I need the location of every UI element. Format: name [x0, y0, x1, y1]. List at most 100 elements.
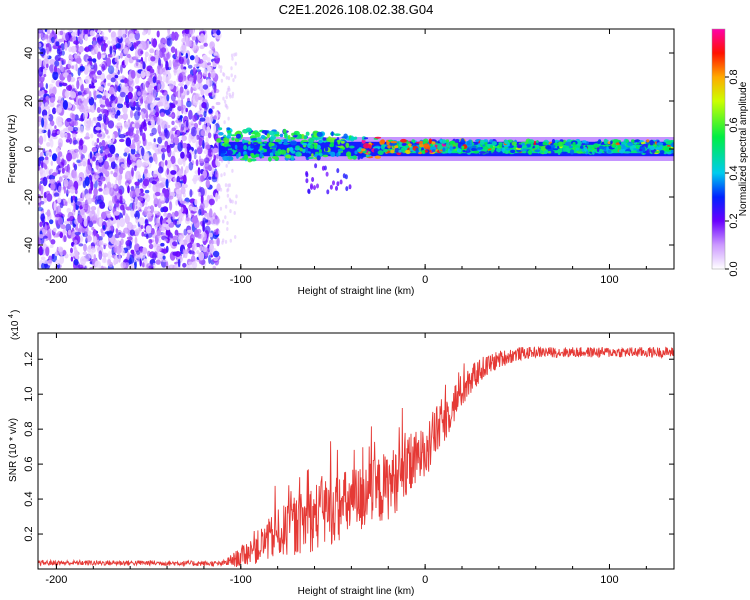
heatmap-cell	[171, 127, 177, 132]
heatmap-cell	[63, 220, 70, 225]
heatmap-cell	[99, 149, 103, 154]
heatmap-cell	[516, 144, 523, 149]
heatmap-cell	[200, 201, 205, 212]
heatmap-cell	[161, 159, 165, 169]
heatmap-cell	[491, 141, 497, 146]
heatmap-cell	[72, 126, 79, 132]
heatmap-cell	[100, 54, 106, 59]
heatmap-cell	[187, 64, 193, 69]
heatmap-cell	[145, 118, 151, 122]
heatmap-cell	[236, 153, 239, 159]
heatmap-cell	[51, 253, 55, 260]
heatmap-cell	[134, 243, 140, 253]
heatmap-cell	[50, 239, 56, 245]
heatmap-cell	[125, 29, 128, 35]
heatmap-cell	[128, 78, 135, 88]
heatmap-cell	[377, 150, 384, 156]
heatmap-cell	[234, 144, 238, 150]
heatmap-cell	[191, 43, 196, 51]
heatmap-cell	[111, 51, 116, 59]
heatmap-cell	[157, 251, 161, 259]
heatmap-cell	[233, 52, 236, 57]
heatmap-cell	[185, 209, 189, 220]
heatmap-cell	[162, 248, 168, 254]
heatmap-cell	[96, 155, 100, 159]
heatmap-cell	[57, 151, 63, 158]
heatmap-cell	[57, 38, 63, 43]
heatmap-cell	[638, 148, 643, 152]
heatmap-cell	[116, 103, 124, 109]
heatmap-cell	[46, 29, 51, 35]
heatmap-cell	[181, 142, 188, 149]
heatmap-cell	[174, 48, 178, 58]
heatmap-cell	[309, 144, 314, 150]
heatmap-cell	[99, 166, 103, 173]
heatmap-cell	[490, 145, 493, 149]
heatmap-cell	[530, 142, 534, 146]
heatmap-cell	[85, 75, 91, 85]
heatmap-cell	[39, 181, 43, 184]
heatmap-cell	[84, 176, 90, 187]
heatmap-cell	[74, 231, 81, 236]
heatmap-cell	[62, 174, 69, 179]
heatmap-cell	[305, 172, 309, 178]
heatmap-cell	[64, 90, 70, 98]
heatmap-cell	[216, 237, 220, 247]
heatmap-cell	[72, 36, 77, 41]
heatmap-cell	[73, 139, 78, 145]
heatmap-cell	[182, 239, 188, 246]
heatmap-cell	[220, 78, 224, 83]
heatmap-cell	[141, 231, 145, 237]
heatmap-cell	[67, 229, 72, 236]
heatmap-cell	[92, 58, 97, 63]
heatmap-cell	[202, 124, 207, 131]
heatmap-cell	[144, 189, 150, 194]
heatmap-cell	[182, 174, 187, 185]
heatmap-cell	[302, 148, 306, 151]
heatmap-cell	[423, 143, 430, 148]
heatmap-cell	[182, 158, 186, 167]
heatmap-cell	[69, 137, 73, 145]
heatmap-cell	[64, 41, 68, 51]
heatmap-cell	[55, 41, 60, 47]
heatmap-cell	[243, 144, 248, 151]
heatmap-cell	[607, 149, 612, 154]
heatmap-cell	[156, 245, 162, 253]
heatmap-cell	[45, 246, 50, 257]
heatmap-cell	[131, 167, 134, 177]
heatmap-cell	[236, 149, 242, 152]
heatmap-cell	[593, 143, 600, 149]
heatmap-cell	[598, 139, 602, 143]
heatmap-cell	[180, 151, 185, 159]
heatmap-cell	[205, 136, 209, 144]
heatmap-cell	[45, 43, 50, 48]
heatmap-cell	[143, 233, 148, 238]
heatmap-cell	[129, 240, 133, 249]
heatmap-cell	[473, 150, 480, 154]
heatmap-cell	[102, 225, 106, 230]
heatmap-cell	[127, 91, 133, 100]
heatmap-cell	[220, 149, 227, 154]
heatmap-cell	[102, 91, 107, 96]
heatmap-cell	[59, 60, 63, 71]
heatmap-cell	[329, 184, 333, 190]
heatmap-cell	[168, 195, 174, 200]
heatmap-cell	[646, 149, 650, 155]
heatmap-cell	[217, 54, 220, 58]
heatmap-cell	[202, 217, 207, 225]
heatmap-cell	[243, 154, 249, 160]
heatmap-cell	[101, 257, 107, 264]
heatmap-cell	[136, 255, 141, 260]
heatmap-cell	[90, 133, 94, 139]
heatmap-cell	[42, 176, 48, 187]
y-tick-label: 1.0	[23, 387, 35, 402]
heatmap-cell	[534, 149, 541, 153]
heatmap-cell	[94, 29, 98, 33]
heatmap-cell	[213, 257, 219, 262]
heatmap-cell	[564, 141, 572, 147]
heatmap-cell	[511, 141, 517, 146]
heatmap-cell	[139, 258, 142, 267]
heatmap-cell	[640, 141, 646, 145]
heatmap-cell	[149, 205, 155, 214]
heatmap-cell	[43, 54, 49, 59]
